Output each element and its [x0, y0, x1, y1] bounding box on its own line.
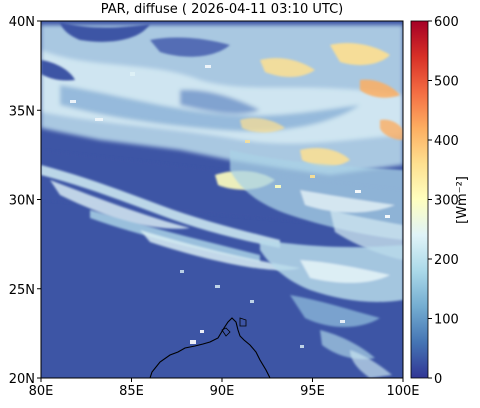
colorbar: 600 500 400 300 200 100 0 [Wm⁻²] — [410, 15, 470, 387]
colorbar-label: [Wm⁻²] — [455, 176, 470, 224]
y-axis: 40N 35N 30N 25N 20N — [9, 15, 41, 387]
colorbar-gradient — [411, 21, 428, 378]
y-tick-label: 25N — [9, 283, 35, 298]
coastline — [149, 317, 271, 378]
x-tick-label: 95E — [300, 384, 325, 399]
y-tick-label: 40N — [9, 15, 35, 30]
colorbar-tick-label: 300 — [434, 194, 459, 209]
x-tick-label: 100E — [386, 384, 419, 399]
colorbar-tick-label: 0 — [434, 372, 442, 387]
x-tick-label: 90E — [210, 384, 235, 399]
colorbar-tick-label: 100 — [434, 313, 459, 328]
y-tick-label: 30N — [9, 194, 35, 209]
x-tick-label: 85E — [119, 384, 144, 399]
map-raster — [41, 21, 403, 378]
map-title: PAR, diffuse ( 2026-04-11 03:10 UTC) — [100, 2, 344, 17]
x-tick-label: 80E — [29, 384, 54, 399]
cloud-mass-south-east — [260, 240, 403, 378]
colorbar-tick-label: 400 — [434, 134, 459, 149]
cloud-speckle-middle — [230, 150, 403, 260]
x-axis: 80E 85E 90E 95E 100E — [29, 378, 420, 399]
colorbar-tick-label: 600 — [434, 15, 459, 30]
colorbar-tick-label: 200 — [434, 253, 459, 268]
cloud-speckles — [70, 65, 390, 348]
y-tick-label: 20N — [9, 372, 35, 387]
colorbar-tick-label: 500 — [434, 75, 459, 90]
y-tick-label: 35N — [9, 104, 35, 119]
